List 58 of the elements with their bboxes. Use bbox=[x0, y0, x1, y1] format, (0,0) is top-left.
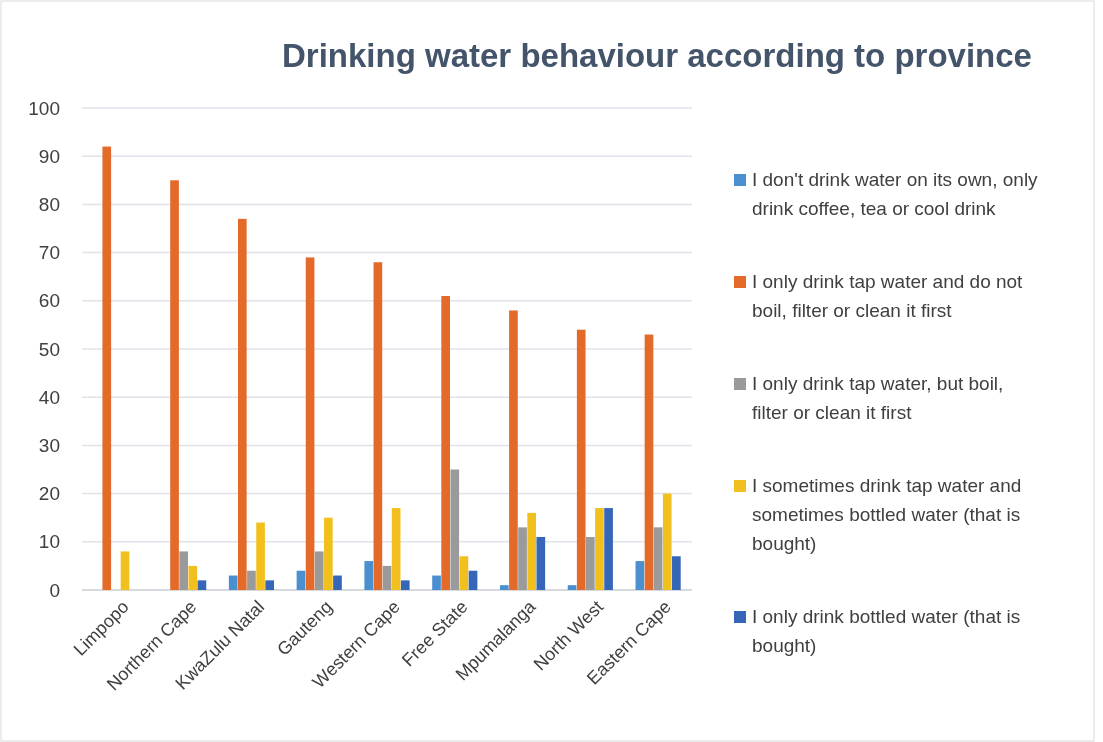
legend-label: I only drink bottled water (that is bought) bbox=[752, 606, 1021, 656]
bar bbox=[120, 551, 130, 590]
bar bbox=[314, 551, 324, 590]
bar bbox=[305, 257, 315, 590]
chart-title: Drinking water behaviour according to province bbox=[282, 37, 1032, 74]
bar bbox=[527, 512, 537, 590]
y-tick-label: 90 bbox=[38, 145, 60, 167]
bar bbox=[265, 580, 275, 590]
bar bbox=[197, 580, 207, 590]
bar bbox=[170, 180, 179, 590]
y-tick-label: 80 bbox=[38, 194, 60, 216]
bar bbox=[450, 469, 460, 590]
bar bbox=[567, 585, 577, 590]
bar bbox=[237, 218, 247, 590]
bar bbox=[228, 575, 238, 590]
bar bbox=[324, 517, 333, 590]
y-tick-label: 60 bbox=[38, 290, 60, 312]
bar bbox=[468, 570, 478, 590]
bar bbox=[576, 329, 586, 590]
legend-label: I only drink tap water and do not boil, filter or clean it first bbox=[752, 271, 1024, 321]
bar bbox=[256, 522, 265, 590]
bar bbox=[188, 565, 198, 590]
bar bbox=[595, 508, 604, 590]
bar bbox=[400, 580, 410, 590]
bar bbox=[102, 146, 112, 590]
legend-label: I only drink tap water, but boil, filter or clean it first bbox=[752, 373, 1004, 423]
bar bbox=[635, 561, 645, 590]
bar bbox=[373, 262, 383, 590]
bar bbox=[518, 527, 527, 590]
bar bbox=[333, 575, 342, 590]
bar bbox=[179, 551, 188, 590]
y-tick-label: 0 bbox=[49, 579, 60, 601]
bar bbox=[586, 536, 595, 590]
bar bbox=[509, 310, 518, 590]
bar bbox=[653, 527, 663, 590]
legend-label: I don't drink water on its own, only drink coffee, tea or cool drink bbox=[752, 169, 1039, 219]
bar bbox=[441, 295, 450, 590]
bar bbox=[662, 493, 672, 590]
bar bbox=[672, 556, 681, 590]
legend-label: I sometimes drink tap water and sometimes bottled water (that is bought) bbox=[752, 475, 1022, 554]
bar bbox=[432, 575, 441, 590]
bar bbox=[499, 585, 509, 590]
y-tick-label: 50 bbox=[38, 338, 60, 360]
bar bbox=[604, 508, 613, 590]
bar bbox=[296, 570, 306, 590]
y-tick-label: 70 bbox=[38, 242, 60, 264]
bar bbox=[644, 334, 654, 590]
bar bbox=[382, 565, 392, 590]
bar bbox=[247, 570, 256, 590]
y-tick-label: 20 bbox=[38, 483, 60, 505]
bar bbox=[364, 561, 374, 590]
y-tick-label: 100 bbox=[28, 97, 60, 119]
bar bbox=[459, 556, 469, 590]
bar bbox=[391, 508, 401, 590]
bar bbox=[536, 536, 546, 590]
y-tick-label: 30 bbox=[38, 435, 60, 457]
y-tick-label: 10 bbox=[38, 531, 60, 553]
y-tick-label: 40 bbox=[38, 386, 60, 408]
